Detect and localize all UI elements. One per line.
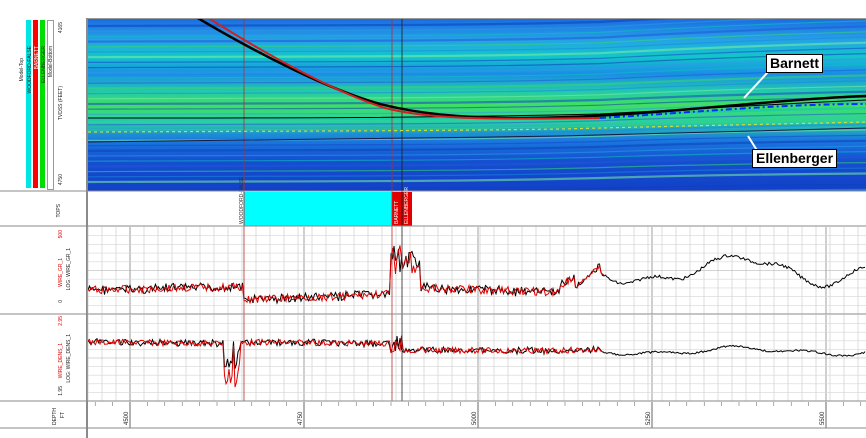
depth-tick-label: 4750 (298, 411, 304, 425)
top-interval-woodford (244, 192, 392, 226)
horizon-barnett-dashed (599, 103, 866, 119)
horizon-ellenberger-line (88, 127, 866, 143)
depth-tick-label: 5250 (646, 411, 652, 425)
barnett-callout-line (743, 71, 769, 99)
seismic-band (88, 112, 866, 126)
seismic-band (88, 20, 866, 37)
seismic-band (88, 90, 866, 106)
seismic-band (88, 96, 866, 110)
seismic-band (665, 188, 866, 191)
ellenberger-label: Ellenberger (752, 149, 838, 168)
seismic-band (348, 183, 866, 191)
horizon-ellenberger-dashed (88, 121, 866, 133)
depth-tick-label: 4500 (124, 411, 130, 425)
seismic-band (88, 85, 866, 100)
well-path-red (208, 19, 601, 120)
gr-curve-primary (88, 245, 605, 304)
log1-grid (87, 227, 866, 314)
depth-tick-label: 5500 (820, 411, 826, 425)
tops-track: WOODFORD-FALSE BARNETT ELLENBERGER (239, 176, 412, 226)
seismic-band (88, 134, 866, 147)
depth-track: 450047505000525055005750600062506500 (94, 402, 862, 428)
density-curve-secondary (88, 335, 866, 369)
view-header-bar (0, 0, 866, 19)
seismic-band (88, 80, 866, 95)
legend-strip-barnett (33, 20, 38, 188)
legend-strip-ellenberger (40, 20, 45, 188)
depth-tick-label: 5000 (472, 411, 478, 425)
seismic-band (88, 172, 866, 184)
seismic-band (88, 123, 866, 137)
top-label-ellenberger: ELLENBERGER (404, 187, 410, 224)
log2-grid (87, 315, 866, 401)
horizon-barnett-line (88, 99, 866, 119)
seismic-band (88, 74, 866, 90)
seismic-band (88, 19, 782, 32)
track-label-column: Model-Top WOODFORD-FALSE BARNETT ELLENBE… (0, 18, 88, 438)
seismic-band (88, 118, 866, 131)
legend-strip-woodford (26, 20, 31, 188)
legend-strip-model-bottom (47, 20, 54, 190)
seismic-band (88, 178, 866, 188)
seismic-band (88, 139, 866, 152)
gr-curve-secondary (88, 245, 866, 305)
seismic-band (88, 19, 675, 28)
density-curve-primary (88, 335, 605, 388)
seismic-section (88, 19, 866, 191)
seismic-band (88, 36, 866, 53)
horizon-lines (88, 19, 866, 143)
barnett-label: Barnett (766, 54, 824, 73)
top-label-woodford: WOODFORD-FALSE (239, 176, 245, 224)
seismic-band (88, 47, 866, 63)
top-label-barnett: BARNETT (394, 201, 400, 224)
seismic-band (88, 41, 866, 59)
seismic-band (88, 145, 866, 157)
seismic-band (88, 167, 866, 178)
seismic-band (88, 25, 866, 43)
well-path-black (196, 19, 866, 120)
